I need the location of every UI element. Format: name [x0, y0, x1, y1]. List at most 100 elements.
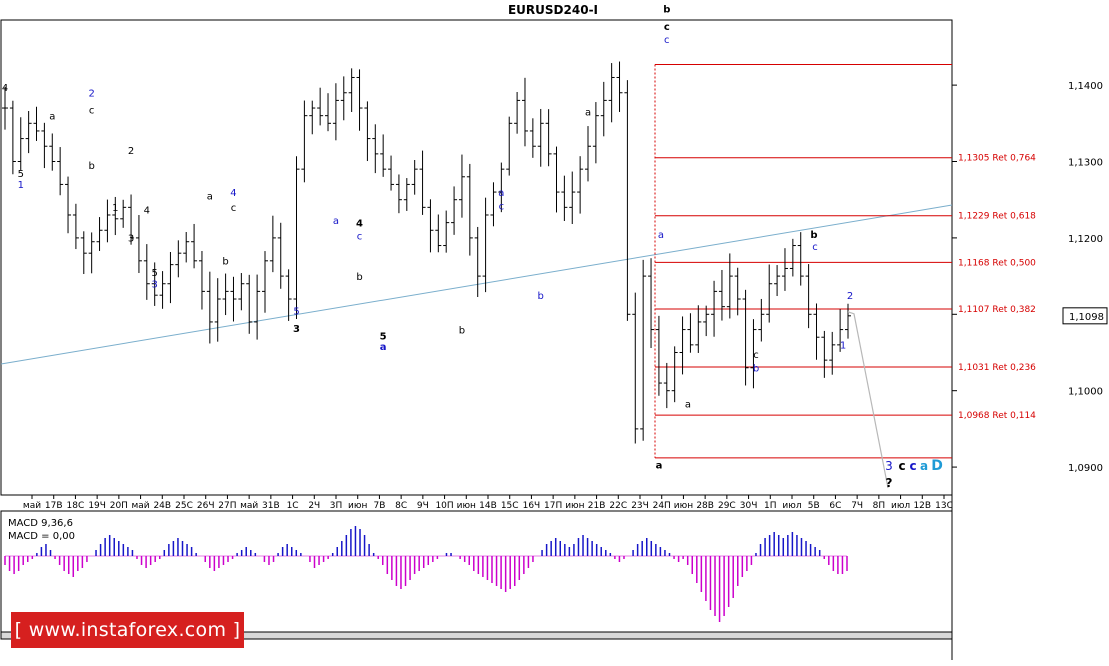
ohlc-bar: [151, 262, 158, 306]
ohlc-bar: [388, 155, 395, 191]
ohlc-bar: [340, 76, 347, 121]
ohlc-bar: [585, 126, 592, 182]
forecast-label: 3: [885, 459, 893, 473]
ohlc-bar: [742, 289, 749, 386]
ohlc-bar: [655, 315, 662, 396]
ohlc-bar: [671, 346, 678, 403]
wave-label: 4: [356, 218, 363, 229]
ohlc-bar: [498, 162, 505, 213]
x-tick-label: июн: [457, 501, 476, 511]
forecast-label: c: [909, 459, 916, 473]
ohlc-bar: [372, 124, 379, 174]
x-tick-label: 1П: [764, 501, 777, 511]
ohlc-bar: [427, 199, 434, 253]
instaforex-watermark[interactable]: [ www.instaforex.com ]: [11, 612, 244, 648]
ohlc-bar: [128, 194, 135, 245]
forecast-label: ?: [886, 476, 893, 490]
ohlc-bar: [222, 273, 229, 316]
ohlc-bar: [238, 273, 245, 311]
y-tick-label: 1,1300: [1068, 158, 1103, 169]
ohlc-bar: [474, 226, 481, 298]
x-tick-label: 17П: [544, 501, 562, 511]
ohlc-bar: [718, 269, 725, 321]
ohlc-bar: [648, 258, 655, 348]
ohlc-bar: [451, 186, 458, 235]
x-tick-label: 8П: [873, 501, 886, 511]
ohlc-bar: [561, 175, 568, 221]
ohlc-bar: [120, 199, 127, 228]
x-tick-label: июн: [674, 501, 693, 511]
ohlc-bar: [9, 100, 16, 175]
ohlc-bar: [521, 77, 528, 147]
x-tick-label: 28В: [696, 501, 714, 511]
ohlc-bar: [600, 81, 607, 137]
x-tick-label: 25С: [175, 501, 193, 511]
wave-label: c: [812, 242, 818, 253]
macd-params-label: MACD 9,36,6: [8, 518, 73, 529]
ohlc-bar: [269, 215, 276, 273]
x-tick-label: 23Ч: [631, 501, 649, 511]
wave-label: a: [207, 192, 213, 203]
y-tick-label: 1,1200: [1068, 234, 1103, 245]
x-tick-label: 14В: [479, 501, 497, 511]
x-tick-label: 3П: [330, 501, 343, 511]
ohlc-bar: [632, 292, 639, 444]
forecast-label: D: [931, 458, 943, 474]
ohlc-bar: [781, 248, 788, 291]
ohlc-bar: [206, 271, 213, 344]
x-tick-label: 24В: [153, 501, 171, 511]
ohlc-bar: [837, 309, 844, 352]
wave-label: 3: [128, 234, 134, 245]
x-tick-label: 5В: [808, 501, 820, 511]
ohlc-bar: [317, 87, 324, 126]
wave-label: 2: [847, 291, 853, 302]
wave-label: 2: [88, 89, 94, 100]
ohlc-bar: [25, 110, 32, 154]
wave-label: c: [89, 105, 95, 116]
ohlc-bar: [88, 232, 95, 274]
x-tick-label: 26Ч: [197, 501, 215, 511]
ohlc-bar: [2, 86, 8, 130]
fib-level-label: 1,0968 Ret 0,114: [958, 411, 1036, 421]
x-tick-label: 15С: [501, 501, 519, 511]
wave-label: 1: [112, 203, 118, 214]
wave-label: b: [753, 364, 759, 375]
ohlc-bar: [813, 303, 820, 360]
trendline: [0, 204, 953, 365]
ohlc-bars-layer: [2, 61, 851, 444]
wave-label: a: [380, 342, 387, 353]
wave-label: 4: [144, 205, 150, 216]
ohlc-bar: [805, 264, 812, 329]
ohlc-bar: [608, 63, 615, 123]
ohlc-bar: [261, 251, 268, 313]
ohlc-bar: [395, 174, 402, 214]
x-tick-label: 7В: [373, 501, 385, 511]
trendline-layer: [0, 204, 953, 365]
forecast-path: [847, 311, 889, 489]
ohlc-bar: [380, 134, 387, 177]
wave-label: 3: [293, 324, 300, 335]
wave-label: 5: [293, 306, 299, 317]
ohlc-bar: [65, 176, 72, 234]
ohlc-bar: [364, 101, 371, 162]
ohlc-bar: [80, 231, 87, 275]
wave-label: a: [685, 399, 691, 410]
x-tick-label: 6С: [829, 501, 841, 511]
x-tick-label: 1С: [287, 501, 299, 511]
ohlc-bar: [309, 100, 316, 135]
ohlc-bar: [482, 197, 489, 293]
wave-label: b: [88, 161, 94, 172]
ohlc-bar: [198, 251, 205, 310]
wave-label: 2: [128, 146, 134, 157]
ohlc-bar: [419, 150, 426, 215]
x-tick-label: 18С: [67, 501, 85, 511]
ohlc-bar: [529, 118, 536, 158]
fib-level-label: 1,1168 Ret 0,500: [958, 258, 1036, 268]
fibonacci-layer: 1,1305 Ret 0,764 1,1229 Ret 0,618 1,1168 R…: [654, 63, 1036, 459]
ohlc-bar: [246, 274, 253, 334]
x-tick-label: 30Ч: [740, 501, 758, 511]
ohlc-bar: [183, 232, 190, 263]
ohlc-bar: [845, 303, 851, 339]
wave-label: a: [49, 111, 55, 122]
